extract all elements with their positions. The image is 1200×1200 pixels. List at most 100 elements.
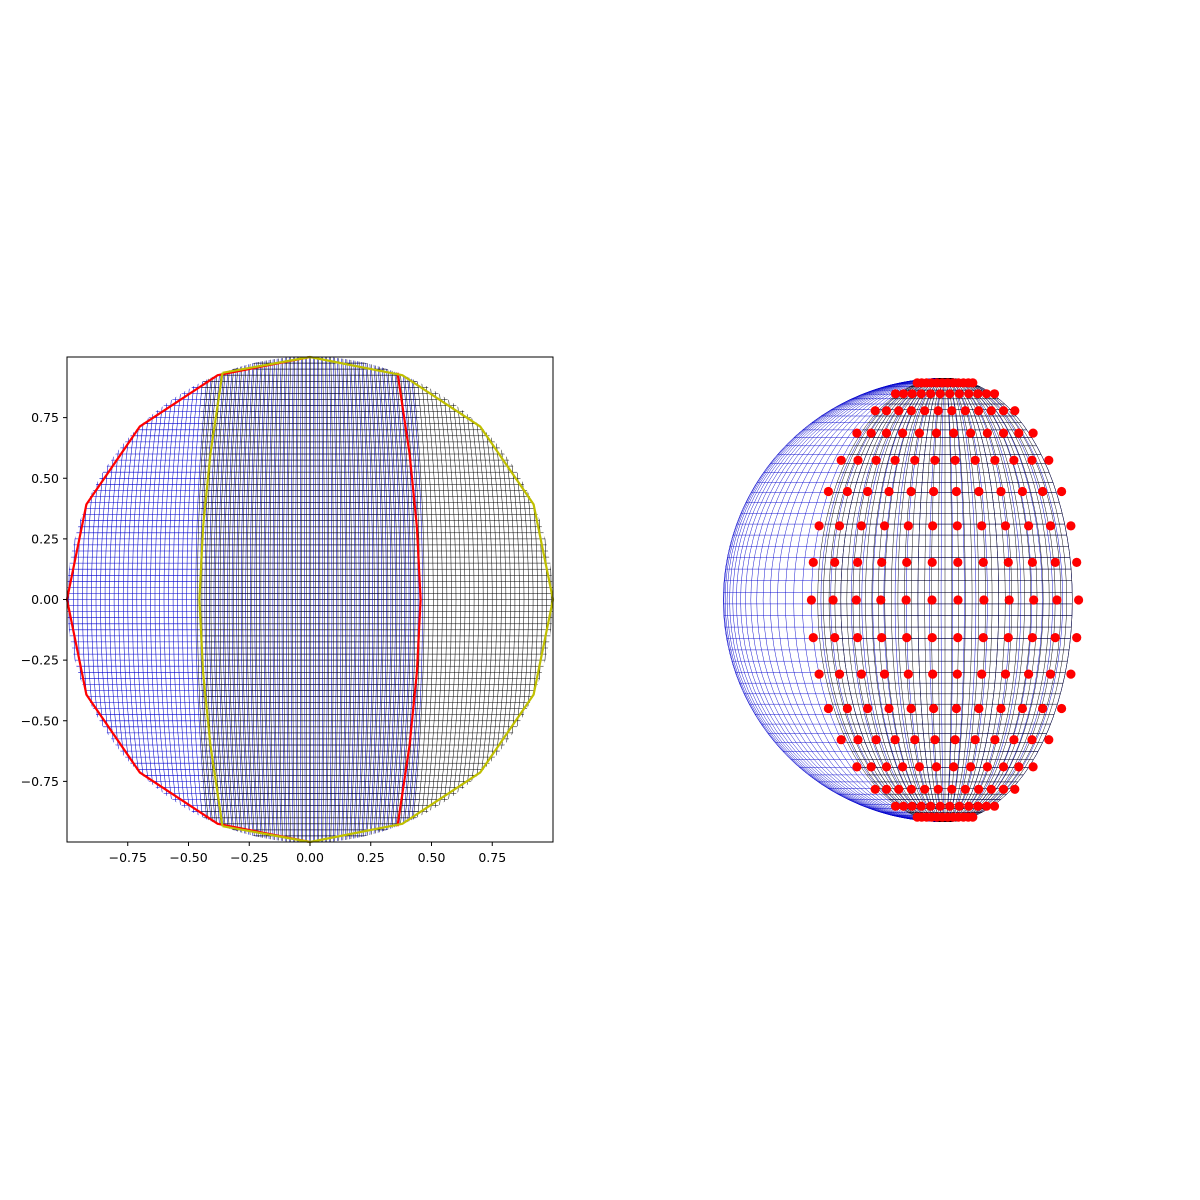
red-point: [823, 486, 834, 497]
red-point: [998, 784, 1009, 794]
boundary-curve-2: [198, 372, 224, 827]
x-tick-label: 0.25: [357, 850, 385, 865]
x-tick-label: 0.00: [296, 850, 324, 865]
left-y-ticks: 0.75 0.50 0.25 0.00 −0.25 −0.50 −0.75: [21, 410, 67, 789]
red-point: [1003, 557, 1013, 568]
red-point: [814, 669, 824, 679]
boundary-curve-1: [396, 372, 422, 827]
red-point: [890, 735, 900, 745]
red-point: [928, 669, 938, 679]
red-point: [876, 595, 886, 605]
red-point: [879, 669, 890, 679]
red-point: [953, 595, 963, 605]
red-point: [877, 557, 887, 568]
red-point: [1009, 735, 1019, 745]
red-point: [981, 389, 992, 399]
red-point: [1010, 784, 1020, 794]
red-point: [823, 703, 834, 714]
red-point: [982, 428, 993, 438]
red-point: [990, 735, 1000, 745]
x-tick-label: 0.50: [418, 850, 446, 865]
red-point: [998, 428, 1009, 438]
red-point: [926, 389, 936, 399]
red-point: [1028, 762, 1038, 772]
red-point: [926, 801, 936, 811]
red-point: [903, 669, 913, 679]
red-point: [1057, 486, 1067, 497]
red-point: [981, 801, 992, 811]
red-point: [834, 669, 845, 679]
red-point: [906, 486, 916, 497]
red-point: [927, 595, 937, 605]
red-point: [949, 428, 959, 438]
red-point: [916, 801, 926, 811]
x-tick-label: −0.75: [109, 850, 147, 865]
sphere-blue-grid: [723, 378, 1073, 822]
red-point: [960, 784, 970, 794]
red-point: [1010, 406, 1020, 416]
red-point: [966, 428, 976, 438]
red-point: [866, 428, 876, 438]
red-point: [996, 486, 1006, 497]
red-point: [989, 389, 1000, 399]
red-point: [982, 762, 993, 772]
red-point: [836, 455, 846, 465]
red-point: [830, 633, 840, 643]
red-point: [907, 389, 917, 399]
red-point: [890, 389, 901, 399]
x-tick-label: −0.50: [169, 850, 207, 865]
red-point: [903, 521, 913, 531]
red-point: [973, 389, 983, 399]
red-point: [884, 486, 894, 497]
red-point: [973, 801, 983, 811]
red-point: [931, 428, 942, 438]
red-point: [856, 669, 867, 679]
red-point: [966, 762, 976, 772]
red-point: [977, 669, 987, 679]
red-point: [1029, 595, 1039, 605]
red-point: [898, 801, 909, 811]
red-point: [930, 735, 940, 745]
red-point: [947, 784, 957, 794]
red-point: [906, 784, 917, 794]
red-point: [853, 633, 863, 643]
x-tick-label: −0.25: [230, 850, 268, 865]
red-point: [866, 762, 876, 772]
red-point: [929, 703, 939, 714]
red-point: [1050, 633, 1060, 643]
red-point: [1000, 521, 1011, 531]
red-point: [902, 633, 912, 643]
red-point: [1003, 633, 1013, 643]
red-point: [906, 406, 917, 416]
red-point: [871, 455, 881, 465]
red-point: [863, 703, 873, 714]
red-point: [945, 389, 955, 399]
red-point: [842, 703, 853, 714]
red-point: [1014, 428, 1024, 438]
red-point: [894, 784, 904, 794]
red-point: [968, 812, 978, 822]
red-point: [949, 762, 959, 772]
red-point: [881, 762, 892, 772]
red-point: [953, 633, 963, 643]
red-point: [890, 801, 901, 811]
red-point: [996, 703, 1006, 714]
red-point: [853, 455, 863, 465]
red-point: [998, 762, 1009, 772]
red-point: [1074, 595, 1084, 605]
red-point: [952, 521, 962, 531]
red-point: [1027, 557, 1037, 568]
red-point: [1038, 486, 1048, 497]
x-tick-label: 0.75: [478, 850, 506, 865]
red-point: [808, 633, 818, 643]
red-point: [842, 486, 853, 497]
red-point: [950, 455, 960, 465]
red-point: [986, 784, 996, 794]
red-point: [964, 389, 974, 399]
red-point: [1066, 521, 1076, 531]
red-point: [1009, 455, 1019, 465]
red-point: [978, 633, 988, 643]
red-point: [931, 762, 942, 772]
red-point: [974, 406, 984, 416]
